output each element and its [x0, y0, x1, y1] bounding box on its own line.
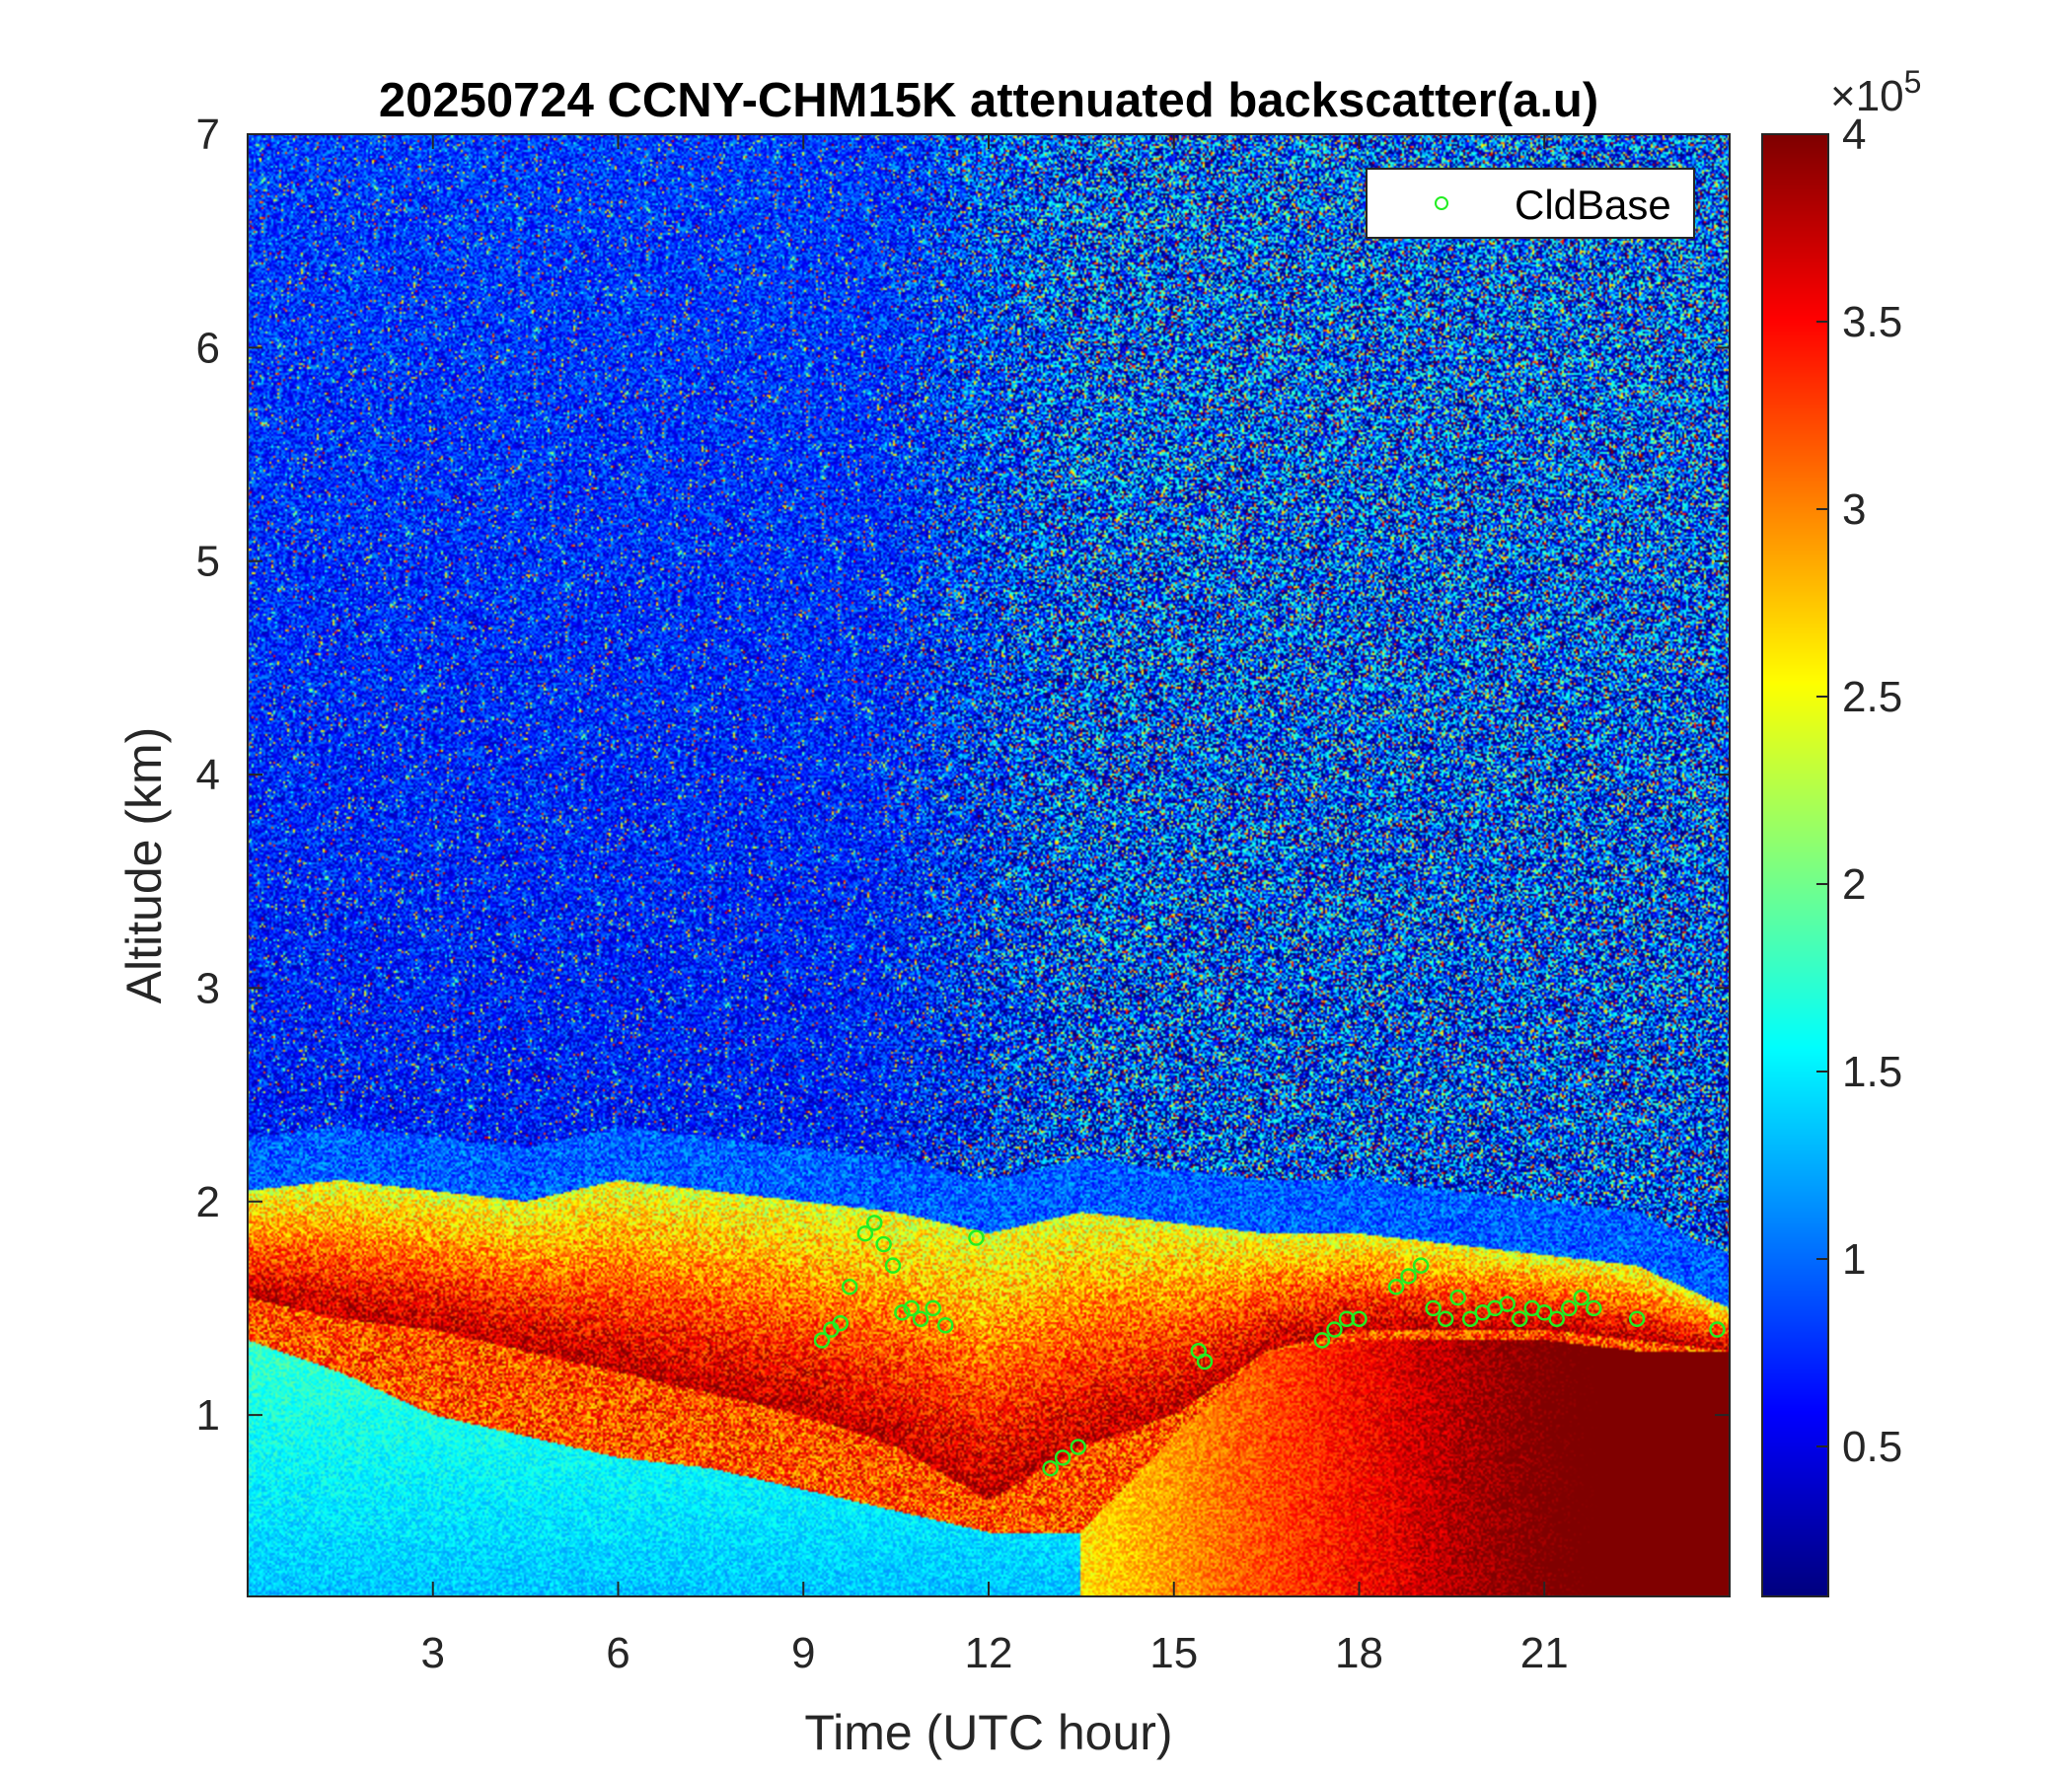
cldbase-marker [968, 1229, 985, 1246]
cldbase-series [813, 1215, 1726, 1477]
colorbar-multiplier: ×105 [1830, 64, 1921, 120]
backscatter-heatmap [248, 134, 1730, 1596]
x-tick-label: 18 [1335, 1629, 1383, 1677]
x-axis-label: Time (UTC hour) [804, 1705, 1172, 1760]
x-tick-label: 6 [606, 1629, 629, 1677]
cldbase-marker [1511, 1310, 1528, 1327]
cldbase-marker [903, 1299, 921, 1317]
cldbase-marker [1400, 1268, 1417, 1285]
cldbase-marker [894, 1304, 911, 1321]
cldbase-marker [1313, 1332, 1331, 1349]
cldbase-marker [912, 1310, 929, 1327]
cldbase-marker [1437, 1310, 1454, 1327]
y-axis: 1 2 3 4 5 6 7 [196, 111, 1730, 1440]
colorbar-multiplier-base: ×10 [1830, 72, 1904, 120]
chart-title: 20250724 CCNY-CHM15K attenuated backscat… [379, 74, 1598, 127]
cldbase-marker [1561, 1299, 1578, 1317]
cldbase-marker [1536, 1304, 1553, 1321]
cldbase-marker [1387, 1279, 1405, 1295]
cldbase-marker [1573, 1289, 1591, 1306]
cldbase-marker [1351, 1310, 1368, 1327]
cldbase-marker [865, 1215, 883, 1231]
legend: CldBase [1366, 168, 1695, 239]
cldbase-marker [1449, 1289, 1466, 1306]
x-axis: 3 6 9 12 15 18 21 [421, 134, 1569, 1677]
cldbase-marker [925, 1299, 941, 1317]
x-tick-label: 3 [421, 1629, 445, 1677]
x-tick-label: 12 [965, 1629, 1013, 1677]
cldbase-marker [1586, 1299, 1602, 1317]
cldbase-marker [813, 1332, 831, 1349]
cldbase-marker [1461, 1310, 1479, 1327]
y-tick-label: 1 [196, 1391, 220, 1440]
legend-marker [1435, 196, 1448, 210]
y-tick-label: 3 [196, 964, 220, 1012]
cldbase-marker [875, 1235, 892, 1253]
cldbase-marker [1628, 1310, 1646, 1327]
cldbase-marker [1548, 1310, 1566, 1327]
colorbar-tick-label: 3 [1842, 485, 1866, 534]
cldbase-marker [1412, 1257, 1430, 1274]
cldbase-marker [1499, 1295, 1516, 1312]
cldbase-marker [841, 1279, 858, 1295]
cldbase-marker [1042, 1459, 1059, 1477]
y-tick-label: 7 [196, 111, 220, 159]
cldbase-marker [1196, 1353, 1214, 1370]
colorbar-frame [1761, 133, 1829, 1597]
legend-box [1366, 168, 1695, 239]
cldbase-marker [856, 1224, 874, 1242]
colorbar-tick-label: 2 [1842, 860, 1866, 909]
colorbar-tick-label: 1.5 [1842, 1048, 1902, 1096]
cldbase-marker [884, 1257, 902, 1274]
colorbar-tick-label: 4 [1842, 111, 1866, 159]
x-tick-label: 15 [1149, 1629, 1198, 1677]
cldbase-marker [936, 1316, 954, 1334]
colorbar-gradient [1762, 134, 1828, 1596]
colorbar-tick-label: 0.5 [1842, 1423, 1902, 1471]
x-tick-label: 21 [1520, 1629, 1569, 1677]
cldbase-marker [1070, 1439, 1086, 1455]
y-axis-label: Altitude (km) [116, 727, 172, 1004]
cldbase-marker [1709, 1321, 1726, 1338]
y-tick-label: 6 [196, 324, 220, 372]
colorbar-tick-label: 2.5 [1842, 673, 1902, 721]
colorbar-tick-label: 1 [1842, 1235, 1866, 1284]
cldbase-marker [832, 1314, 850, 1332]
plot-frame [247, 133, 1731, 1597]
x-tick-label: 9 [791, 1629, 815, 1677]
y-tick-label: 2 [196, 1178, 220, 1226]
cldbase-marker [1326, 1321, 1343, 1338]
cldbase-marker [1054, 1449, 1072, 1466]
colorbar-axis: 0.5 1 1.5 2 2.5 3 3.5 4 [1816, 111, 1902, 1471]
colorbar-multiplier-exponent: 5 [1904, 64, 1922, 100]
colorbar-tick-label: 3.5 [1842, 298, 1902, 346]
cldbase-marker [1338, 1310, 1356, 1327]
y-tick-label: 5 [196, 538, 220, 586]
legend-label: CldBase [1515, 182, 1671, 228]
cldbase-marker [1425, 1299, 1442, 1317]
y-tick-label: 4 [196, 751, 220, 799]
